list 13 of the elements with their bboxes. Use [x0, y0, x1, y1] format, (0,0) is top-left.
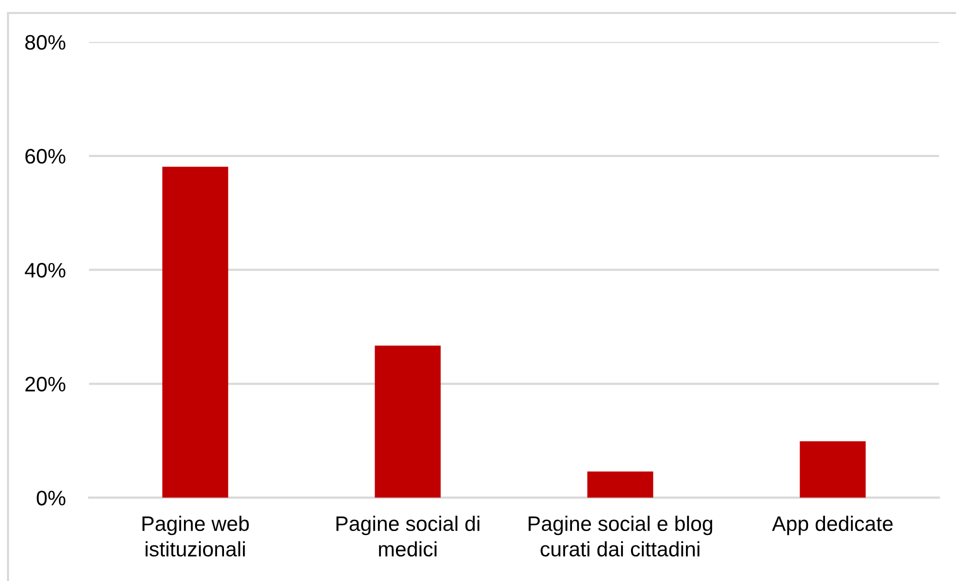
- x-tick-label: Pagine web istituzionali: [142, 516, 249, 557]
- bar: [587, 471, 654, 498]
- y-tick-label: 40%: [24, 262, 66, 278]
- bar: [800, 441, 866, 498]
- bar: [374, 346, 441, 498]
- x-tick-label: Pagine social e blog curati dai cittadini: [528, 516, 712, 557]
- y-tick-label: 0%: [36, 490, 66, 506]
- y-tick-label: 80%: [25, 35, 66, 50]
- y-tick-label: 20%: [25, 376, 66, 392]
- x-tick-label: Pagine social di medici: [336, 516, 480, 557]
- bar: [162, 166, 228, 498]
- x-tick-label: App dedicate: [772, 516, 893, 536]
- y-tick-label: 60%: [25, 148, 66, 164]
